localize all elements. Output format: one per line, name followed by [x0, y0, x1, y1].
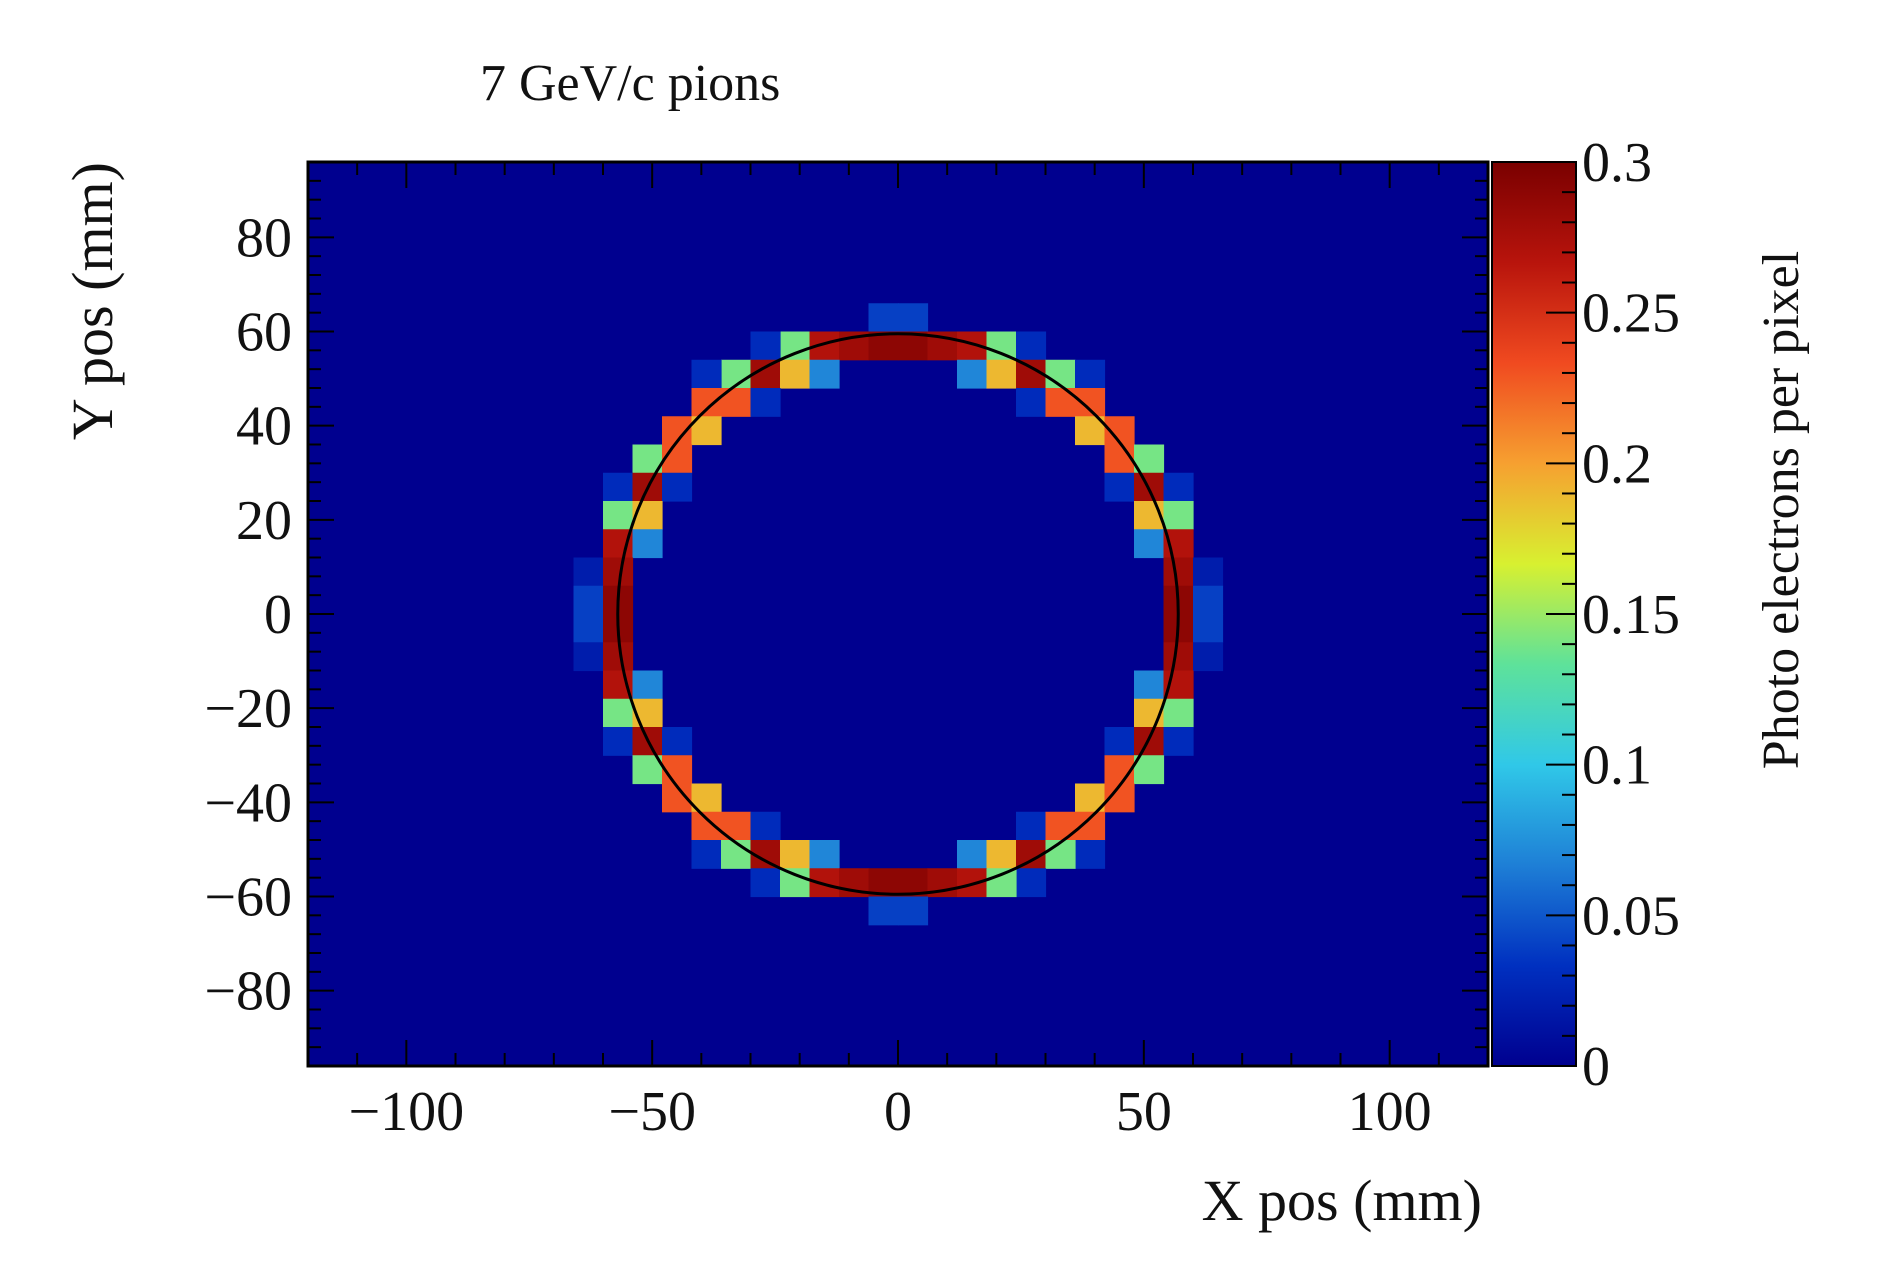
heatmap-cell: [809, 840, 840, 869]
plot-frame: [306, 160, 1490, 1068]
heatmap-cell: [986, 868, 1017, 898]
heatmap-cell: [573, 557, 604, 587]
heatmap-cell: [1134, 755, 1165, 785]
plot-area: [306, 160, 1490, 1068]
y-tick-label: 0: [264, 584, 292, 646]
y-tick-label: −80: [204, 961, 292, 1023]
heatmap-cell: [1016, 868, 1047, 898]
heatmap-cell: [1163, 698, 1194, 728]
heatmap-cell: [1104, 472, 1135, 502]
heatmap-cell: [1016, 811, 1047, 841]
colorbar-tick-label: 0.25: [1582, 283, 1680, 345]
heatmap-cell: [1163, 501, 1194, 530]
y-tick-label: −40: [204, 772, 292, 834]
heatmap-cell: [750, 868, 781, 898]
heatmap-cell: [957, 840, 988, 869]
heatmap-cell: [691, 840, 722, 869]
heatmap-cell: [1016, 388, 1047, 417]
colorbar-tick-label: 0.3: [1582, 132, 1652, 194]
heatmap-cell: [1193, 585, 1224, 615]
heatmap-cell: [1163, 472, 1194, 502]
heatmap-cell: [1104, 444, 1135, 474]
heatmap-cell: [662, 444, 693, 474]
heatmap-cell: [780, 868, 811, 898]
heatmap-cell: [632, 529, 663, 559]
x-axis-label: X pos (mm): [1202, 1168, 1482, 1233]
heatmap-cell: [662, 472, 693, 502]
heatmap-cell: [750, 388, 781, 417]
chart-title: 7 GeV/c pions: [480, 55, 780, 112]
heatmap-cell: [603, 698, 634, 728]
colorbar-tick-label: 0.2: [1582, 433, 1652, 495]
heatmap-cell: [1045, 359, 1076, 389]
heatmap-cell: [603, 557, 634, 587]
colorbar-label: Photo electrons per pixel: [1753, 251, 1810, 769]
colorbar-tick-label: 0: [1582, 1036, 1610, 1098]
ring-fit-circle: [616, 332, 1180, 896]
heatmap-cell: [721, 840, 752, 869]
y-tick-label: −60: [204, 867, 292, 929]
heatmap-cell: [632, 670, 663, 700]
heatmap-cell: [1104, 727, 1135, 756]
y-tick-label: −20: [204, 678, 292, 740]
plot-background: [308, 162, 1488, 1066]
heatmap-cell: [1193, 614, 1224, 643]
heatmap-cell: [1193, 642, 1224, 672]
colorbar-tick-label: 0.1: [1582, 735, 1652, 797]
y-tick-label: 60: [236, 302, 292, 364]
heatmap-cell: [750, 811, 781, 841]
heatmap-cell: [573, 642, 604, 672]
heatmap-cell: [780, 359, 811, 389]
heatmap-cell: [1163, 642, 1194, 672]
heatmap-cell: [1075, 840, 1106, 869]
heatmap-cell: [1134, 529, 1165, 559]
heatmap-cell: [1016, 331, 1047, 361]
heatmap-cell: [1163, 727, 1194, 756]
heatmap-cell: [868, 331, 899, 361]
y-tick-label: 20: [236, 490, 292, 552]
heatmap-cell: [986, 840, 1017, 869]
heatmap-cell: [573, 614, 604, 643]
heatmap-cell: [573, 585, 604, 615]
heatmap-cell: [1075, 359, 1106, 389]
heatmap-cell: [780, 840, 811, 869]
heatmap-cell: [780, 331, 811, 361]
colorbar-tick-label: 0.05: [1582, 885, 1680, 947]
y-axis-label: Y pos (mm): [60, 162, 125, 440]
heatmap-cell: [691, 359, 722, 389]
colorbar-tick-label: 0.15: [1582, 584, 1680, 646]
x-tick-label: 50: [1116, 1081, 1172, 1143]
heatmap-cell: [603, 472, 634, 502]
heatmap-cell: [750, 331, 781, 361]
heatmap-cell: [632, 698, 663, 728]
x-tick-label: 0: [884, 1081, 912, 1143]
heatmap-cell: [957, 359, 988, 389]
x-tick-label: −50: [608, 1081, 696, 1143]
colorbar: 0 0.05 0.1 0.15 0.2 0.25 0.3: [1491, 132, 1680, 1098]
heatmap-cell: [986, 331, 1017, 361]
heatmap-cell: [632, 501, 663, 530]
heatmap-cell: [868, 303, 899, 333]
heatmap-cell: [868, 896, 899, 926]
x-tick-label: 100: [1348, 1081, 1432, 1143]
heatmap-cell: [603, 727, 634, 756]
x-tick-label: −100: [349, 1081, 465, 1143]
heatmap-cell: [691, 388, 722, 417]
heatmap-cell: [986, 359, 1017, 389]
heatmap-cell: [603, 501, 634, 530]
heatmap-cell: [1045, 840, 1076, 869]
y-tick-label: 40: [236, 396, 292, 458]
y-tick-label: 80: [236, 207, 292, 269]
heatmap-cell: [809, 359, 840, 389]
heatmap-cell: [898, 896, 929, 926]
heatmap-cell: [662, 727, 693, 756]
heatmap-cell: [1193, 557, 1224, 587]
heatmap-cell: [1163, 557, 1194, 587]
heatmap-cell: [603, 642, 634, 672]
heatmap-cell: [1134, 670, 1165, 700]
heatmap-cell: [662, 755, 693, 785]
heatmap-cell: [898, 303, 929, 333]
